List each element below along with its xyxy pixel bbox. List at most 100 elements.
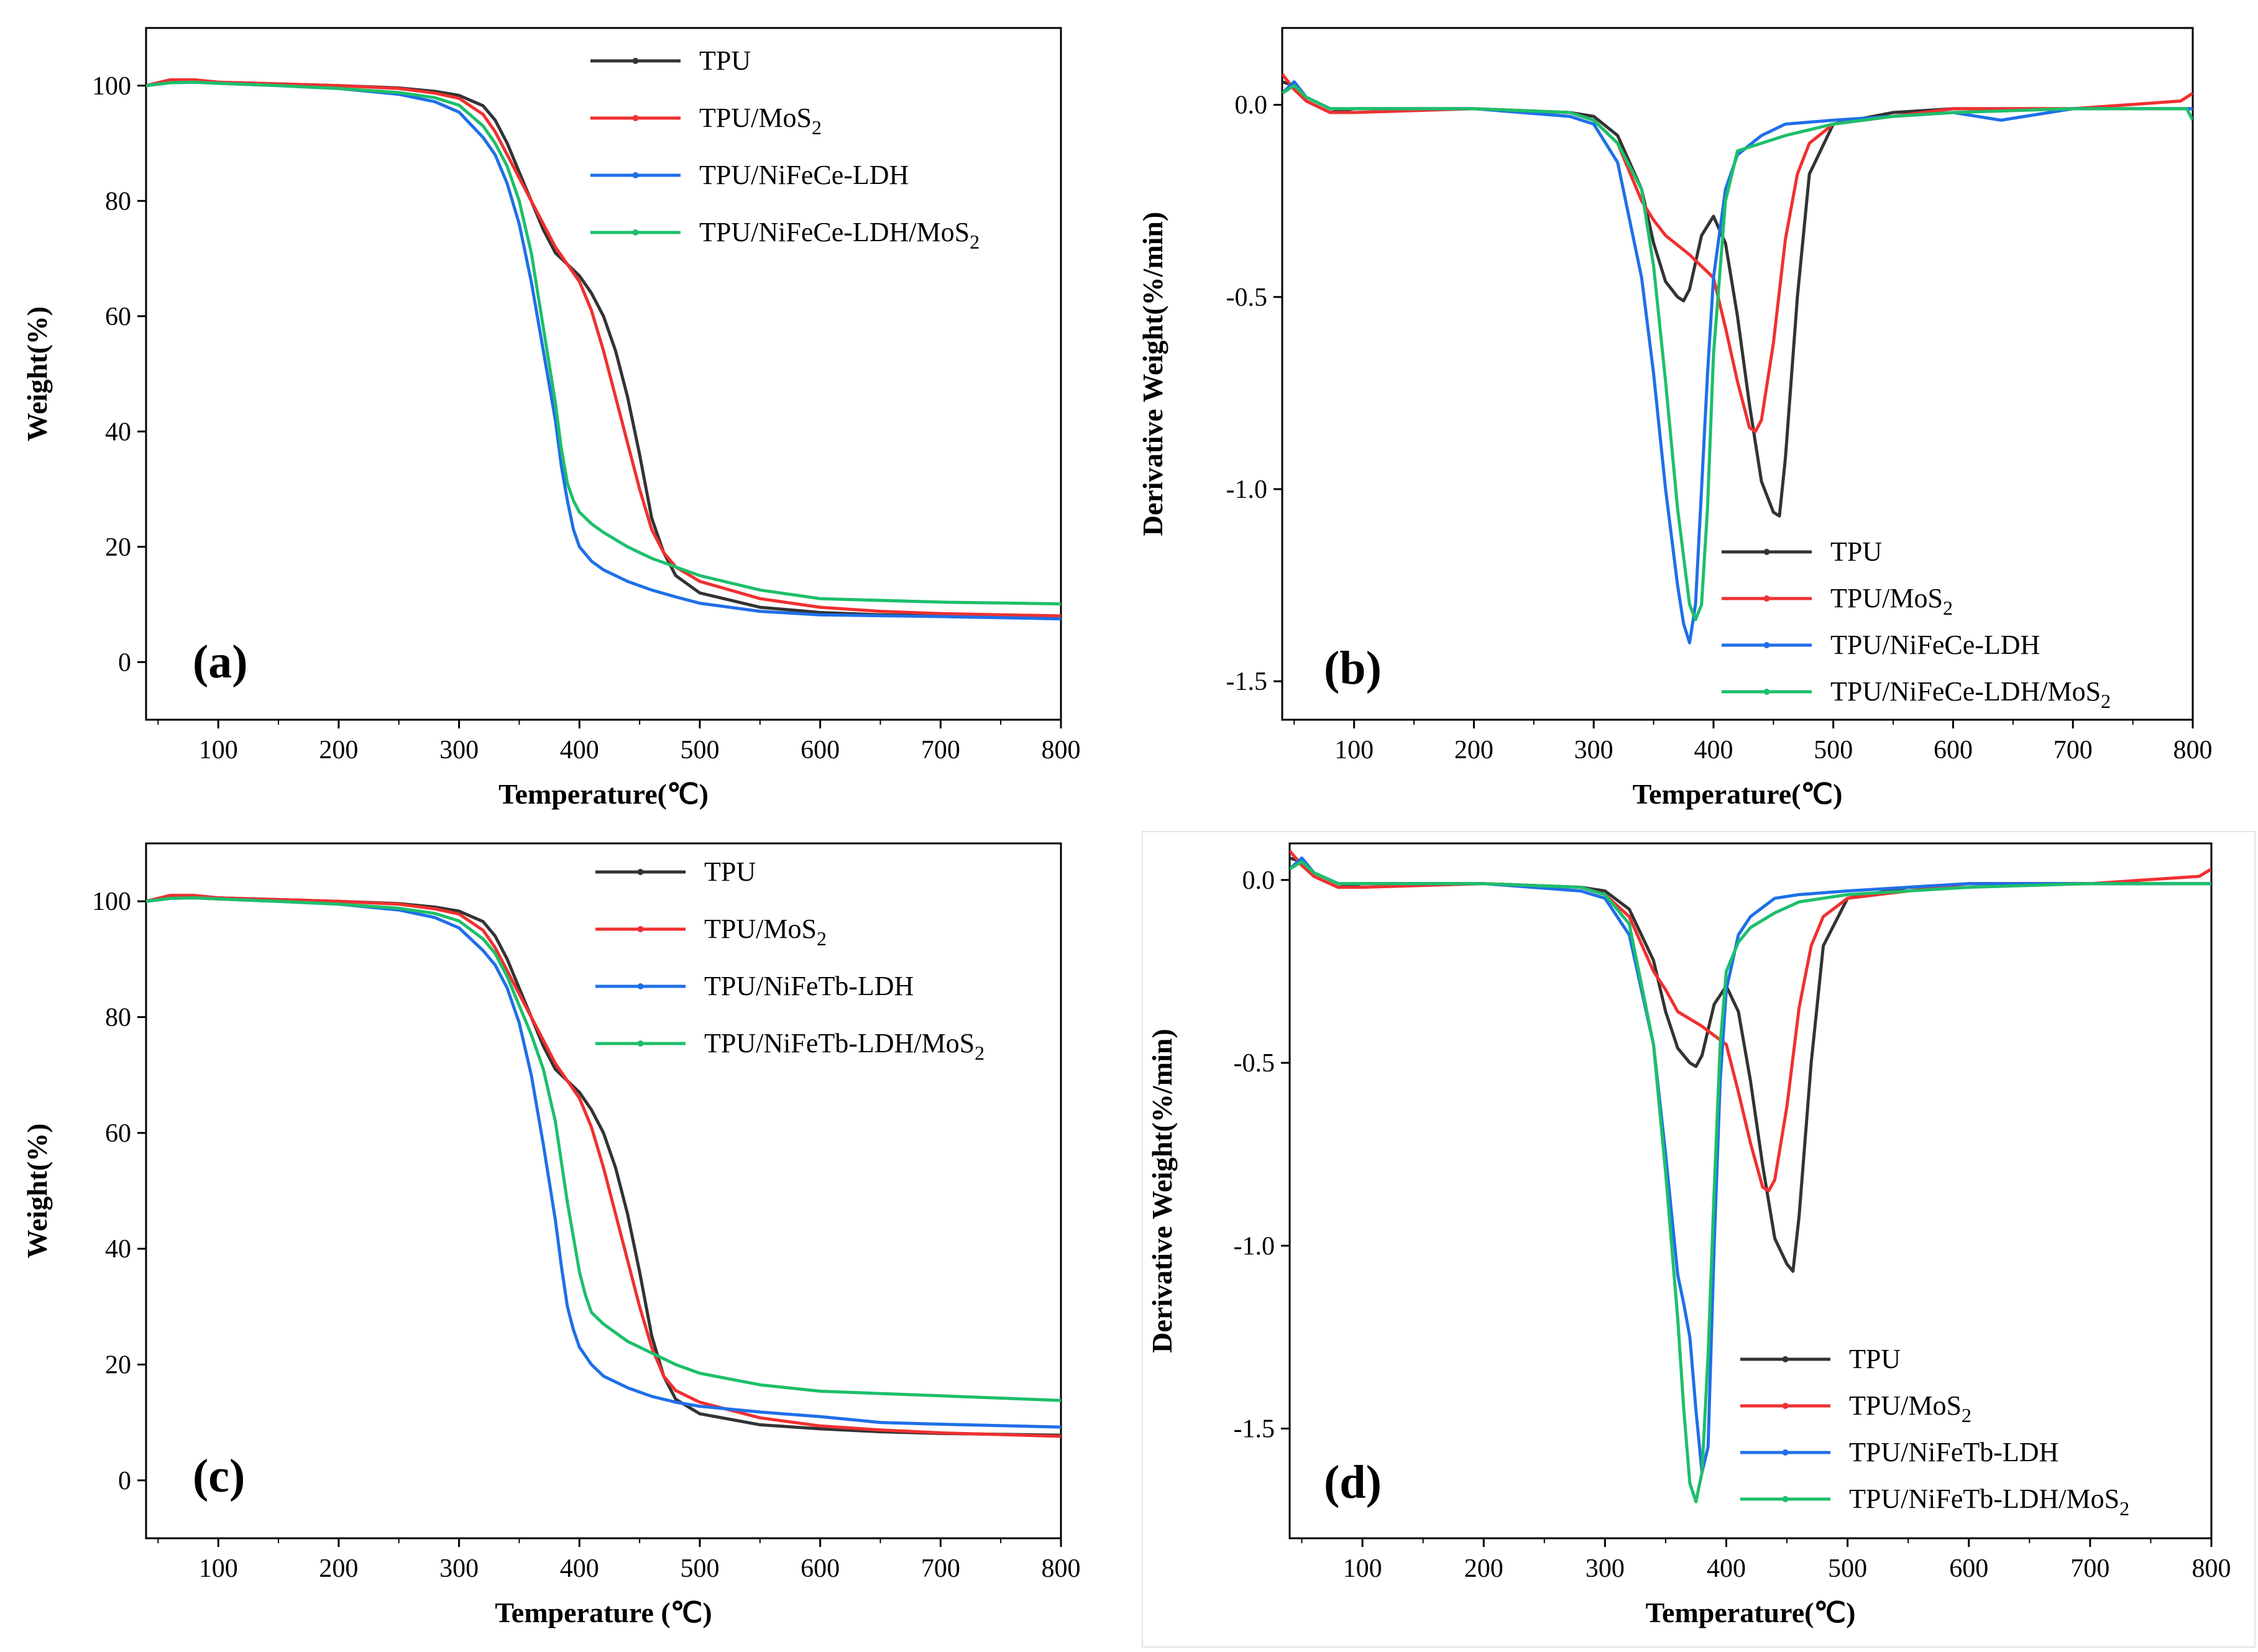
legend-label: TPU/NiFeTb-LDH/MoS2: [704, 1028, 984, 1064]
x-tick-label: 500: [680, 736, 719, 764]
series-line-2: [1290, 850, 2211, 1193]
plot-frame: [145, 842, 1062, 1540]
y-tick-label: 0: [118, 648, 131, 677]
x-tick-label: 600: [801, 736, 840, 764]
legend-label: TPU/NiFeTb-LDH/MoS2: [1849, 1484, 2129, 1520]
legend-marker: [637, 983, 644, 989]
legend-label: TPU/NiFeCe-LDH: [1830, 630, 2040, 660]
legend-label: TPU: [1849, 1344, 1901, 1374]
legend-label: TPU: [1830, 536, 1882, 567]
x-tick-label: 600: [1949, 1554, 1988, 1583]
x-tick-label: 100: [199, 1554, 238, 1583]
y-tick-label: 100: [92, 72, 131, 101]
y-axis-title: Weight(%): [21, 1123, 53, 1258]
legend-marker: [1782, 1449, 1789, 1456]
x-tick-label: 400: [560, 1554, 599, 1583]
y-tick-label: -1.5: [1234, 1415, 1275, 1443]
series-line-4: [1290, 860, 2211, 1503]
legend-marker: [1782, 1403, 1789, 1409]
x-tick-label: 700: [2054, 736, 2093, 764]
x-tick-label: 600: [801, 1554, 840, 1583]
panel-label: (b): [1324, 642, 1382, 694]
legend-label: TPU/NiFeCe-LDH/MoS2: [1830, 676, 2111, 712]
x-tick-label: 500: [1814, 736, 1853, 764]
x-tick-label: 700: [921, 736, 960, 764]
legend-marker: [1763, 689, 1770, 695]
series-line-2: [146, 78, 1061, 618]
plot-frame: [1281, 27, 2194, 721]
legend-marker: [632, 172, 639, 178]
y-tick-label: 40: [105, 418, 131, 446]
x-tick-label: 400: [1694, 736, 1733, 764]
legend-marker: [632, 229, 639, 236]
legend-label: TPU: [699, 45, 751, 76]
y-tick-label: 0: [118, 1467, 131, 1495]
legend-label: TPU/NiFeTb-LDH: [704, 971, 914, 1001]
panel-d: 100 200 300 400 500 600 700 800 0.0 -0.5 -1.0 -1.5 T…: [1146, 842, 2231, 1628]
x-tick-label: 800: [1042, 1554, 1081, 1583]
panel-d-border: [1142, 831, 2256, 1648]
x-axis-title: Temperature (℃): [495, 1597, 712, 1628]
panel-c: 100 200 300 400 500 600 700 800 0 20 40 60 80 100 Temp…: [21, 842, 1081, 1628]
panel-label: (a): [193, 636, 248, 688]
series-line-1: [1282, 80, 2193, 518]
panel-label: (d): [1324, 1456, 1382, 1508]
x-tick-label: 300: [1586, 1554, 1625, 1583]
x-tick-label: 200: [319, 1554, 358, 1583]
series-line-4: [1282, 84, 2193, 622]
x-tick-label: 300: [439, 736, 479, 764]
y-tick-label: 20: [105, 1351, 131, 1380]
x-tick-label: 700: [2070, 1554, 2109, 1583]
y-tick-label: 40: [105, 1235, 131, 1264]
x-tick-label: 600: [1934, 736, 1973, 764]
legend-marker: [637, 926, 644, 932]
series-line-3: [1290, 856, 2211, 1474]
series-line-4: [146, 896, 1061, 1402]
x-tick-label: 100: [199, 736, 238, 764]
y-axis-title: Derivative Weight(%/min): [1146, 1029, 1178, 1353]
legend-label: TPU/NiFeTb-LDH: [1849, 1437, 2058, 1467]
x-tick-label: 700: [921, 1554, 960, 1583]
y-tick-label: -0.5: [1234, 1049, 1275, 1078]
legend-marker: [1763, 595, 1770, 602]
x-axis-title: Temperature(℃): [498, 778, 709, 810]
legend-marker: [637, 869, 644, 875]
legend-marker: [632, 115, 639, 121]
y-tick-label: 80: [105, 187, 131, 216]
legend-label: TPU: [704, 856, 756, 887]
y-tick-label: 80: [105, 1004, 131, 1032]
plot-frame: [1288, 842, 2213, 1540]
y-tick-label: -1.0: [1234, 1232, 1275, 1260]
y-tick-label: 0.0: [1242, 866, 1275, 895]
y-tick-label: -0.5: [1226, 283, 1268, 312]
legend-label: TPU/NiFeCe-LDH/MoS2: [699, 217, 980, 253]
x-axis-title: Temperature(℃): [1633, 778, 1843, 810]
panel-a: 100 200 300 400 500 600 700 800 0 20 40 60 80 100 Temp…: [21, 27, 1081, 810]
x-tick-label: 200: [1454, 736, 1494, 764]
legend-label: TPU/MoS2: [699, 103, 822, 139]
x-tick-label: 400: [560, 736, 599, 764]
legend-label: TPU/MoS2: [1830, 583, 1953, 619]
x-tick-label: 800: [2192, 1554, 2231, 1583]
legend-label: TPU/MoS2: [704, 914, 827, 950]
x-tick-label: 100: [1343, 1554, 1382, 1583]
y-tick-label: 100: [92, 888, 131, 916]
x-tick-label: 800: [2173, 736, 2213, 764]
y-tick-label: 60: [105, 303, 131, 331]
legend-marker: [637, 1040, 644, 1047]
panel-b: 100 200 300 400 500 600 700 800 0.0 -0.5 -1.0 -1.5 T…: [1137, 27, 2213, 810]
legend-label: TPU/NiFeCe-LDH: [699, 160, 909, 190]
legend-marker: [1763, 549, 1770, 555]
y-tick-label: 60: [105, 1119, 131, 1148]
y-axis-title: Weight(%): [21, 306, 53, 441]
series-line-1: [1290, 856, 2211, 1273]
plot-frame: [145, 27, 1062, 721]
panel-label: (c): [193, 1450, 245, 1502]
series-line-2: [1282, 73, 2193, 433]
y-tick-label: -1.5: [1226, 668, 1268, 696]
legend-marker: [632, 58, 639, 64]
y-axis-title: Derivative Weight(%/min): [1137, 212, 1168, 536]
legend-marker: [1763, 642, 1770, 648]
